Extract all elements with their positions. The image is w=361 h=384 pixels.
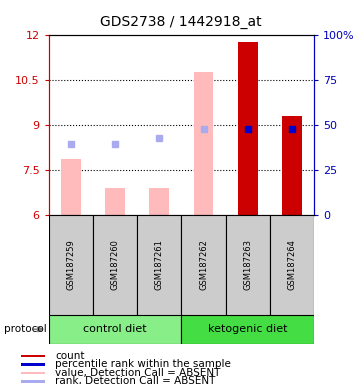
Bar	[270, 215, 314, 315]
Text: control diet: control diet	[83, 324, 147, 334]
Bar	[282, 116, 302, 215]
Bar	[105, 188, 125, 215]
Bar	[137, 215, 182, 315]
Bar	[49, 315, 181, 344]
Bar	[226, 215, 270, 315]
Text: GSM187259: GSM187259	[66, 240, 75, 290]
Bar	[181, 315, 314, 344]
Text: GSM187262: GSM187262	[199, 240, 208, 290]
Bar	[238, 42, 258, 215]
Text: protocol: protocol	[4, 324, 46, 334]
Text: GSM187261: GSM187261	[155, 240, 164, 290]
Bar	[21, 372, 45, 374]
Text: GDS2738 / 1442918_at: GDS2738 / 1442918_at	[100, 15, 261, 29]
Bar	[21, 363, 45, 366]
Bar	[193, 72, 213, 215]
Text: GSM187260: GSM187260	[110, 240, 119, 290]
Text: count: count	[55, 351, 85, 361]
Bar	[149, 188, 169, 215]
Bar	[49, 215, 93, 315]
Bar	[93, 215, 137, 315]
Bar	[21, 355, 45, 357]
Text: GSM187263: GSM187263	[243, 240, 252, 290]
Text: ketogenic diet: ketogenic diet	[208, 324, 287, 334]
Text: GSM187264: GSM187264	[287, 240, 296, 290]
Text: rank, Detection Call = ABSENT: rank, Detection Call = ABSENT	[55, 376, 216, 384]
Bar	[181, 215, 226, 315]
Text: percentile rank within the sample: percentile rank within the sample	[55, 359, 231, 369]
Bar	[61, 159, 81, 215]
Text: value, Detection Call = ABSENT: value, Detection Call = ABSENT	[55, 368, 221, 378]
Bar	[21, 380, 45, 383]
